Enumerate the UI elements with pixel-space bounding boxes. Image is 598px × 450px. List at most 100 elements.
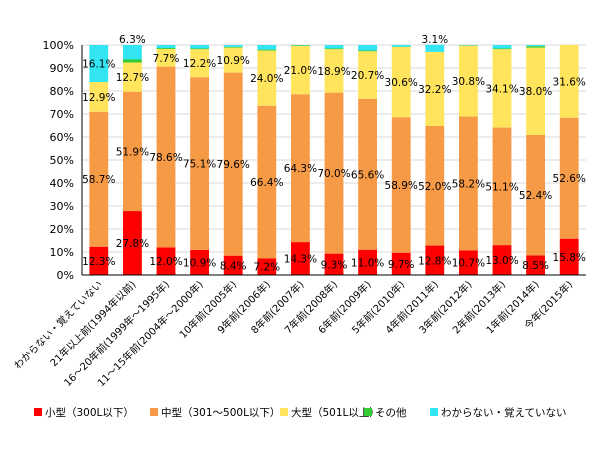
data-label: 12.7% xyxy=(116,72,149,84)
bar-segment xyxy=(223,45,243,47)
data-label: 51.9% xyxy=(116,146,149,158)
bar-segment xyxy=(358,50,378,52)
legend-label: 大型（501L以上） xyxy=(291,406,380,419)
y-tick-label: 60% xyxy=(50,131,74,144)
y-tick-label: 100% xyxy=(43,39,74,52)
bar-segment xyxy=(290,94,310,243)
y-tick-label: 40% xyxy=(50,177,74,190)
y-tick-label: 80% xyxy=(50,85,74,98)
data-label: 20.7% xyxy=(351,70,384,82)
data-label: 58.7% xyxy=(82,174,115,186)
bar-segment xyxy=(156,247,176,275)
bar-segment xyxy=(526,47,546,135)
data-label: 13.0% xyxy=(485,255,518,267)
y-tick-label: 20% xyxy=(50,223,74,236)
bar-segment xyxy=(526,46,546,48)
bar-segment xyxy=(492,48,512,50)
bar-segment xyxy=(458,45,478,117)
bar-segment xyxy=(257,45,277,50)
data-label: 12.0% xyxy=(149,256,182,268)
bar-segment xyxy=(223,46,243,48)
bar-segment xyxy=(425,44,445,52)
data-label: 10.9% xyxy=(183,257,216,269)
y-tick-label: 0% xyxy=(57,269,74,282)
bar-segment xyxy=(458,250,478,275)
legend-swatch xyxy=(280,408,288,416)
bar-segment xyxy=(358,249,378,275)
data-label: 27.8% xyxy=(116,238,149,250)
data-label: 7.2% xyxy=(253,262,280,274)
bar-segment xyxy=(391,252,411,275)
legend: 小型（300L以下） 中型（301～500L以下） 大型（501L以上）その他 わから… xyxy=(34,406,566,419)
data-label: 8.5% xyxy=(522,260,549,272)
bar-segment xyxy=(156,66,176,248)
bar-segment xyxy=(492,49,512,128)
data-label: 52.4% xyxy=(519,190,552,202)
bar-segment xyxy=(492,245,512,275)
bar-segment xyxy=(257,50,277,106)
legend-swatch xyxy=(364,408,372,416)
data-label: 21.0% xyxy=(284,65,317,77)
x-tick-label: 10年前(2005年) xyxy=(176,278,239,341)
legend-label: わからない・覚えていない xyxy=(441,406,566,419)
legend-swatch xyxy=(34,408,42,416)
bar-segment xyxy=(425,125,445,246)
data-label: 10.9% xyxy=(217,55,250,67)
y-tick-label: 90% xyxy=(50,62,74,75)
data-label: 18.9% xyxy=(317,66,350,78)
bar-segment xyxy=(559,117,579,239)
bar-segment xyxy=(223,255,243,275)
bar-segment xyxy=(526,134,546,256)
bar-segment xyxy=(122,211,142,275)
bar-segment xyxy=(358,98,378,250)
data-label: 66.4% xyxy=(250,177,283,189)
y-tick-label: 50% xyxy=(50,154,74,167)
bar-segment xyxy=(257,49,277,51)
bar-segment xyxy=(156,45,176,48)
y-tick-label: 70% xyxy=(50,108,74,121)
data-label: 12.2% xyxy=(183,58,216,70)
data-label: 52.0% xyxy=(418,181,451,193)
bar-segment xyxy=(391,117,411,253)
y-axis-ticks: 0% 10% 20% 30% 40% 50% 60% 70% 80% 90% 100% xyxy=(43,39,74,282)
bar-segment xyxy=(324,49,344,93)
data-label: 31.6% xyxy=(553,76,586,88)
bar-segment xyxy=(156,47,176,49)
bar-segment xyxy=(324,253,344,275)
bar-segment xyxy=(290,242,310,275)
bar-segment xyxy=(89,246,109,275)
bar-segment xyxy=(122,62,142,92)
bar-segment xyxy=(358,51,378,99)
y-tick-label: 30% xyxy=(50,200,74,213)
data-label: 32.2% xyxy=(418,84,451,96)
bar-segment xyxy=(257,105,277,259)
legend-label: 中型（301～500L以下） xyxy=(161,406,280,419)
bar-segment xyxy=(492,45,512,49)
bar-segment xyxy=(425,51,445,126)
bar-segment xyxy=(526,45,546,47)
value-labels: 12.3% 58.7% 12.9% 16.1% 27.8% 51.9% 12.7% 6.3% 1… xyxy=(82,34,586,274)
bar-segment xyxy=(391,45,411,47)
data-label: 70.0% xyxy=(317,168,350,180)
bar-segment xyxy=(324,48,344,50)
bar-segment xyxy=(89,82,109,112)
bar-segment xyxy=(190,48,210,50)
data-label: 64.3% xyxy=(284,163,317,175)
bar-segment xyxy=(89,111,109,247)
bar-segment xyxy=(324,92,344,254)
data-label: 16.1% xyxy=(82,59,115,71)
bar-segment xyxy=(559,45,579,118)
bar-segment xyxy=(122,59,142,63)
legend-swatch xyxy=(430,408,438,416)
data-label: 12.3% xyxy=(82,256,115,268)
data-label: 24.0% xyxy=(250,73,283,85)
bar-segment xyxy=(324,45,344,49)
bar-segment xyxy=(425,245,445,275)
bar-segment xyxy=(358,45,378,51)
bar-segment xyxy=(89,45,109,83)
data-label: 12.9% xyxy=(82,92,115,104)
data-label: 10.7% xyxy=(452,258,485,270)
bar-segment xyxy=(190,45,210,49)
data-label: 15.8% xyxy=(553,252,586,264)
